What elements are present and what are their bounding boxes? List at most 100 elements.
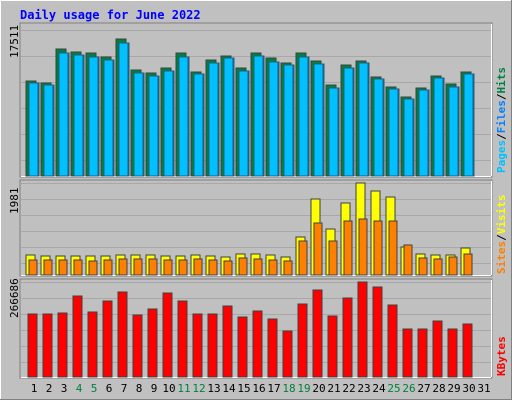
pages-bar-day-2 [43,84,54,177]
day-label-12: 12 [192,382,205,395]
kbytes-legend: KBytes [495,336,508,376]
day-label-10: 10 [162,382,175,395]
sites-bar-day-13 [208,259,218,276]
kbytes-bar-day-9 [147,308,158,378]
sites-bar-day-19 [298,240,308,276]
sites-bar-day-14 [223,260,233,276]
visits-scale-max-label: 1981 [8,188,21,215]
sites-bar-day-3 [58,259,68,276]
legend-visits: Visits [495,195,508,235]
day-label-14: 14 [222,382,236,395]
kbytes-bar-day-5 [87,311,98,378]
sites-bar-day-5 [88,260,98,276]
legend-sites: Sites [495,241,508,274]
sites-bar-day-30 [463,253,473,276]
day-label-7: 7 [121,382,128,395]
kbytes-bar-day-29 [447,328,458,378]
sites-bar-day-4 [73,259,83,276]
sites-bar-day-8 [133,258,143,276]
legend-separator: / [495,234,508,241]
day-label-23: 23 [357,382,370,395]
pages-bar-day-29 [448,86,459,177]
day-label-21: 21 [327,382,340,395]
kbytes-bar-day-21 [327,315,338,378]
kbytes-bar-day-16 [252,310,263,378]
sites-bar-day-21 [328,240,338,276]
pages-bar-day-5 [88,56,99,177]
sites-bar-day-22 [343,220,353,276]
kbytes-bar-day-25 [387,304,398,378]
legend-files: Files [495,100,508,133]
kbytes-bar-day-4 [72,295,83,378]
hits-scale-max-label: 17511 [8,25,21,58]
sites-bar-day-27 [418,257,428,276]
pages-bar-day-28 [433,77,444,177]
kbytes-bar-day-12 [192,313,203,378]
kbytes-bar-day-20 [312,289,323,378]
legend-kbytes: KBytes [495,336,508,376]
pages-bar-day-15 [238,70,249,177]
pages-bar-day-6 [103,59,114,177]
kbytes-bar-day-18 [282,330,293,378]
pages-bar-day-7 [118,42,129,177]
pages-bar-day-27 [418,89,429,177]
pages-bar-day-30 [463,73,474,177]
day-label-13: 13 [207,382,220,395]
panel-hits-files-pages: 17511 Pages/Files/Hits [8,22,508,178]
kbytes-bar-day-6 [102,300,113,378]
day-label-26: 26 [402,382,415,395]
day-label-5: 5 [91,382,98,395]
sites-bar-day-7 [118,258,128,276]
kbytes-bar-day-7 [117,291,128,378]
day-label-11: 11 [177,382,190,395]
sites-bar-day-1 [28,259,38,276]
day-label-28: 28 [432,382,445,395]
visits-legend: Sites/Visits [495,195,508,275]
sites-bar-day-12 [193,258,203,276]
day-label-29: 29 [447,382,460,395]
pages-bar-day-8 [133,72,144,177]
hits-legend: Pages/Files/Hits [495,67,508,173]
sites-bar-day-17 [268,259,278,276]
pages-bar-day-12 [193,73,204,177]
day-label-19: 19 [297,382,310,395]
day-label-22: 22 [342,382,355,395]
kbytes-bar-day-8 [132,314,143,378]
kbytes-scale-max-label: 266686 [8,278,21,318]
legend-separator: / [495,93,508,100]
pages-bar-day-13 [208,62,219,177]
day-axis-labels: 1 2 3 4 5 6 7 8 9 10 11 12 13 14 15 16 17 18 19 20 21 22 23 24 2… [31,382,491,395]
pages-bar-day-19 [298,56,309,177]
sites-bar-day-26 [403,244,413,276]
day-label-2: 2 [46,382,53,395]
day-label-25: 25 [387,382,400,395]
legend-pages: Pages [495,140,508,173]
pages-bar-day-25 [388,88,399,177]
sites-bar-day-11 [178,259,188,276]
day-label-18: 18 [282,382,295,395]
kbytes-bar-day-15 [237,316,248,378]
sites-bar-day-10 [163,259,173,276]
kbytes-bar-day-17 [267,318,278,378]
kbytes-bar-day-19 [297,303,308,378]
panel-visits-sites: 1981 Sites/Visits [8,179,508,277]
kbytes-bar-day-1 [27,313,38,378]
kbytes-bar-day-23 [357,281,368,378]
sites-bar-day-24 [373,220,383,276]
day-label-9: 9 [151,382,158,395]
kbytes-bar-day-13 [207,313,218,378]
pages-bar-day-10 [163,70,174,177]
kbytes-bar-day-22 [342,297,353,378]
pages-bar-day-23 [358,62,369,177]
chart-title: Daily usage for June 2022 [20,8,201,22]
pages-bar-day-1 [28,82,39,177]
pages-bar-day-4 [73,54,84,177]
pages-bar-day-16 [253,55,264,177]
kbytes-bar-day-2 [42,313,53,378]
day-label-27: 27 [417,382,430,395]
pages-bar-day-21 [328,87,339,177]
sites-bar-day-6 [103,259,113,276]
panel-kbytes: 266686 KBytes [8,278,508,379]
kbytes-bar-day-30 [462,323,473,378]
